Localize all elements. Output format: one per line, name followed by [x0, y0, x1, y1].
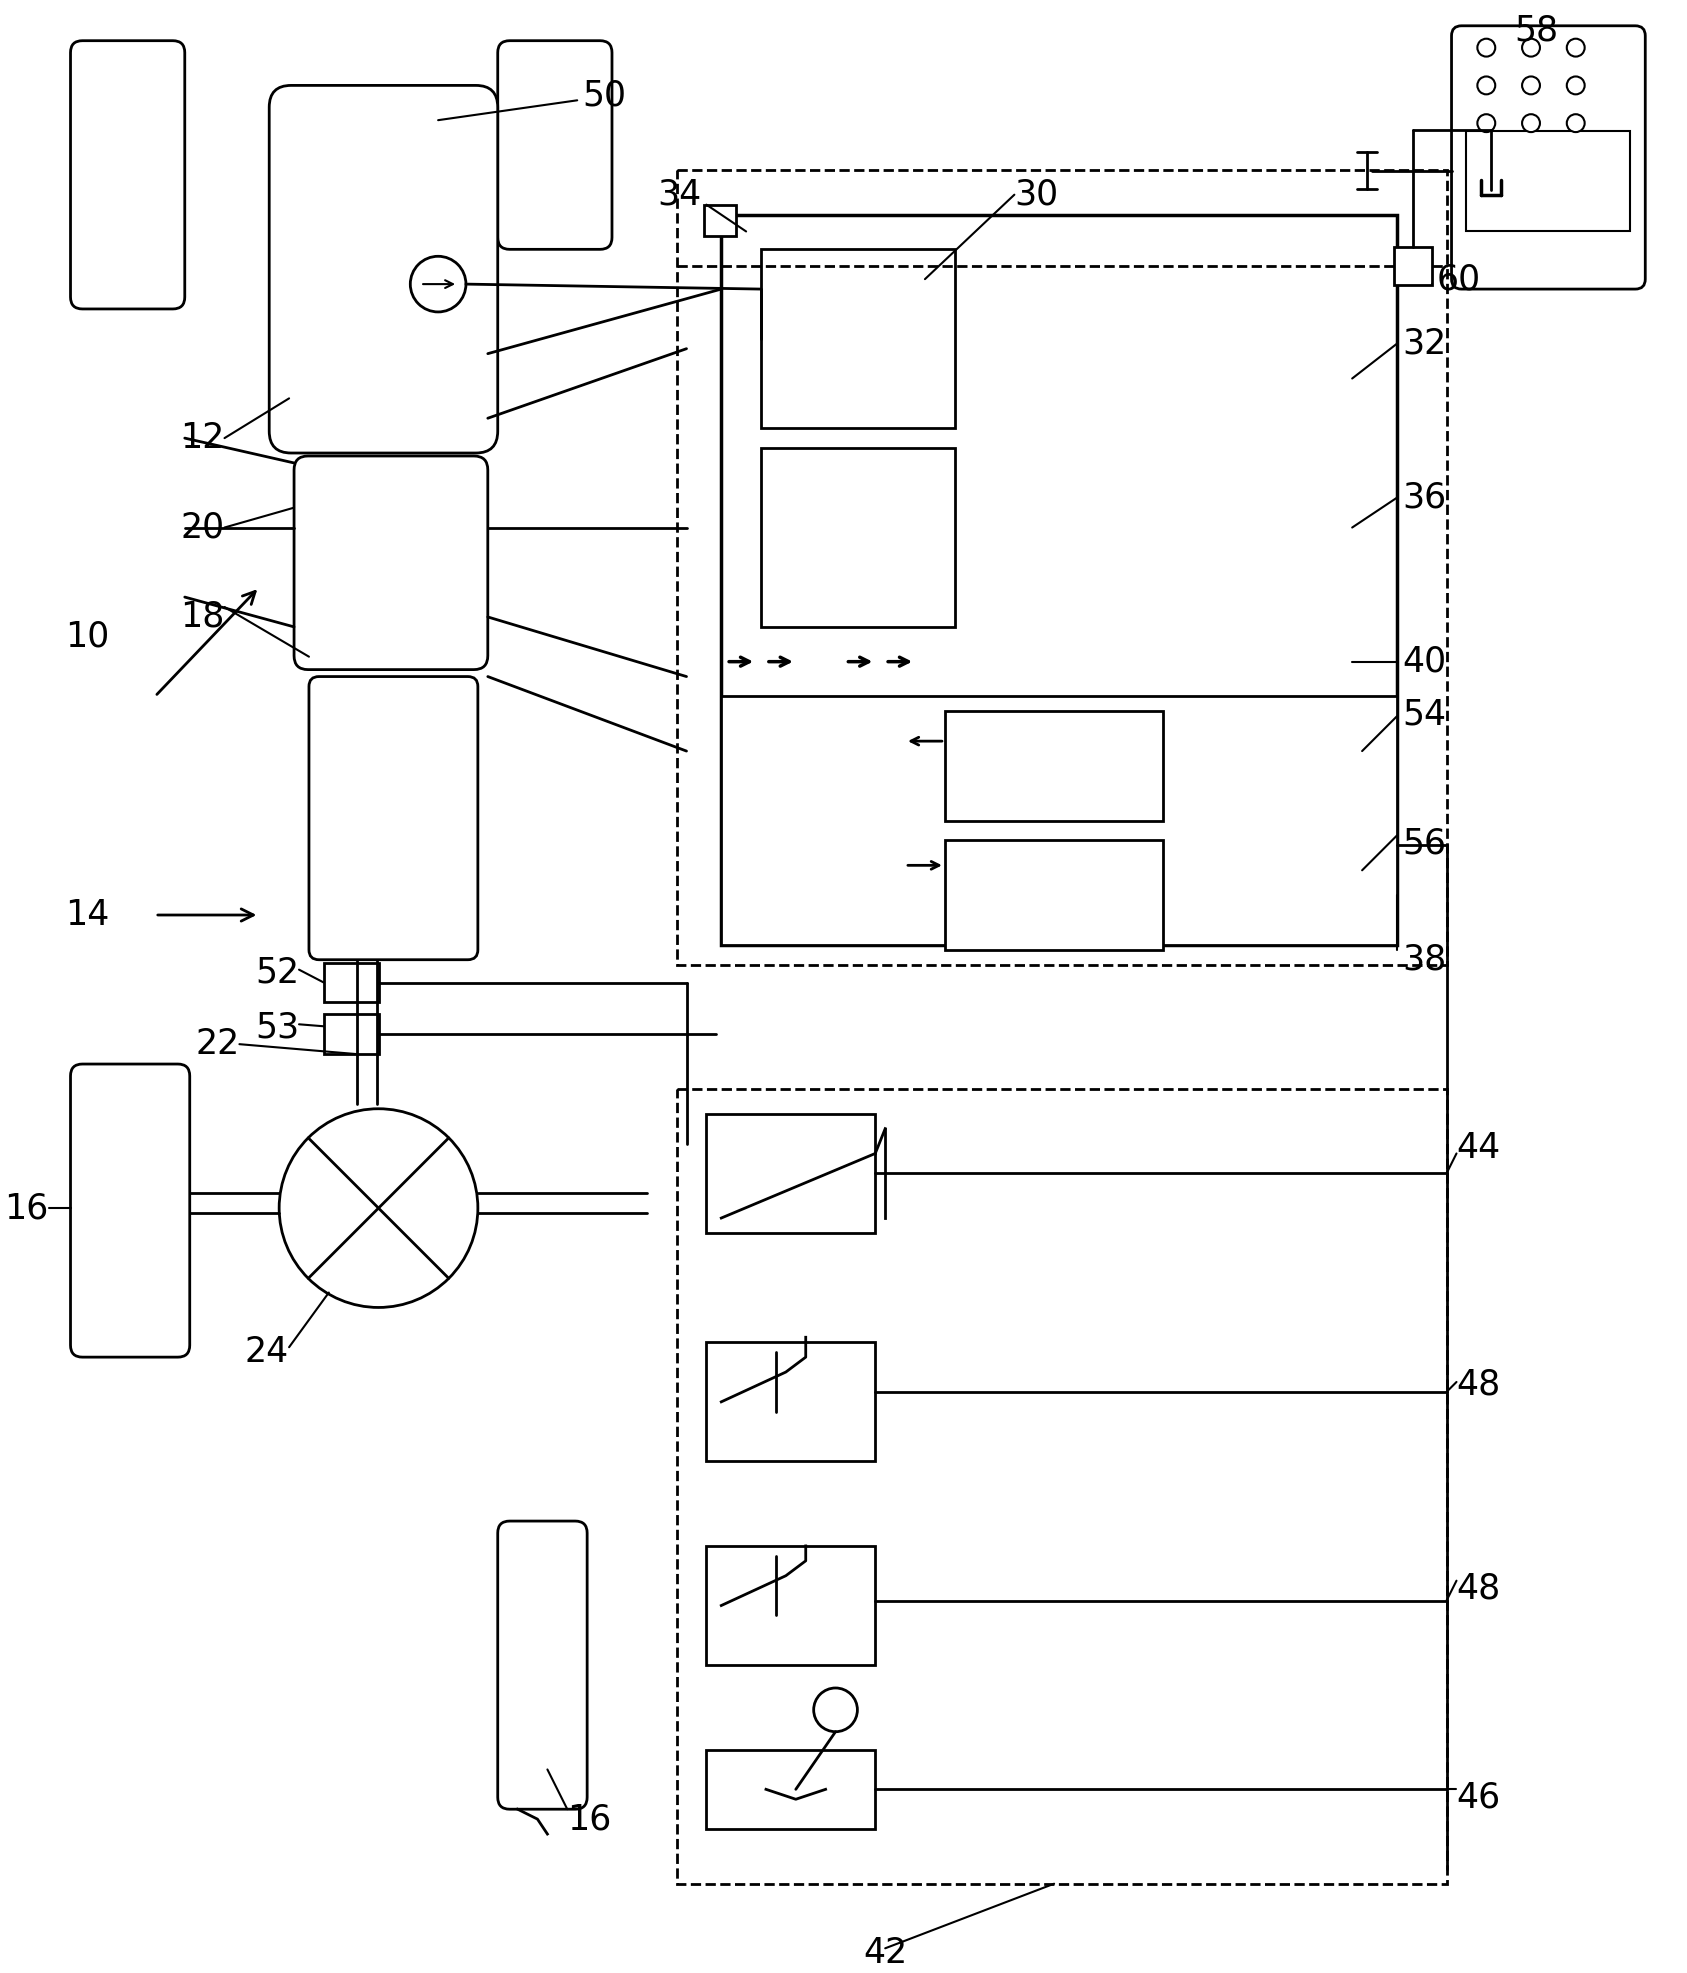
FancyBboxPatch shape — [498, 41, 612, 249]
Circle shape — [1478, 114, 1495, 132]
Bar — [722, 696, 1397, 945]
Bar — [1466, 130, 1630, 231]
Text: 42: 42 — [864, 1936, 908, 1971]
Text: 18: 18 — [181, 600, 224, 633]
FancyBboxPatch shape — [309, 677, 477, 959]
Text: 22: 22 — [196, 1028, 240, 1061]
Circle shape — [1567, 39, 1584, 57]
Bar — [707, 1342, 876, 1462]
FancyBboxPatch shape — [294, 456, 488, 669]
Bar — [761, 448, 955, 627]
Circle shape — [1567, 77, 1584, 95]
Bar — [707, 1547, 876, 1665]
Text: 38: 38 — [1402, 943, 1446, 977]
Bar — [945, 712, 1164, 821]
Text: 32: 32 — [1402, 328, 1446, 361]
FancyBboxPatch shape — [270, 85, 498, 454]
Bar — [324, 963, 378, 1002]
Circle shape — [1522, 39, 1540, 57]
Text: 40: 40 — [1402, 645, 1446, 679]
Circle shape — [1522, 114, 1540, 132]
Text: 52: 52 — [255, 955, 299, 990]
Text: 34: 34 — [658, 178, 702, 211]
Text: 12: 12 — [181, 420, 224, 456]
Text: 48: 48 — [1456, 1572, 1501, 1606]
Text: 36: 36 — [1402, 481, 1446, 515]
Bar — [324, 1014, 378, 1054]
Text: 60: 60 — [1437, 262, 1481, 296]
Text: 10: 10 — [66, 620, 110, 653]
Text: 14: 14 — [66, 898, 110, 931]
FancyBboxPatch shape — [1451, 26, 1645, 290]
FancyBboxPatch shape — [71, 1063, 189, 1357]
Text: 44: 44 — [1456, 1131, 1501, 1166]
FancyBboxPatch shape — [71, 41, 186, 310]
Bar — [707, 1113, 876, 1233]
Circle shape — [410, 256, 466, 312]
Text: 56: 56 — [1402, 827, 1446, 860]
Circle shape — [1567, 114, 1584, 132]
Text: 16: 16 — [567, 1801, 612, 1837]
Text: 54: 54 — [1402, 696, 1446, 732]
Text: 58: 58 — [1513, 14, 1559, 47]
Text: 24: 24 — [245, 1336, 288, 1369]
Circle shape — [813, 1689, 857, 1732]
Text: 50: 50 — [582, 79, 626, 112]
Bar — [705, 205, 736, 237]
Text: 20: 20 — [181, 511, 224, 545]
FancyBboxPatch shape — [498, 1521, 587, 1809]
Text: 16: 16 — [5, 1192, 49, 1225]
Circle shape — [1478, 77, 1495, 95]
Text: 48: 48 — [1456, 1367, 1501, 1403]
Bar — [1393, 247, 1432, 286]
Circle shape — [1478, 39, 1495, 57]
Bar — [722, 215, 1397, 945]
Bar — [707, 1750, 876, 1829]
Bar — [761, 249, 955, 428]
Circle shape — [278, 1109, 477, 1308]
Bar — [676, 1089, 1446, 1884]
Bar — [676, 170, 1446, 965]
Text: 30: 30 — [1014, 178, 1058, 211]
Text: 53: 53 — [255, 1010, 299, 1044]
Bar — [945, 840, 1164, 949]
Circle shape — [1522, 77, 1540, 95]
Text: 46: 46 — [1456, 1780, 1501, 1815]
